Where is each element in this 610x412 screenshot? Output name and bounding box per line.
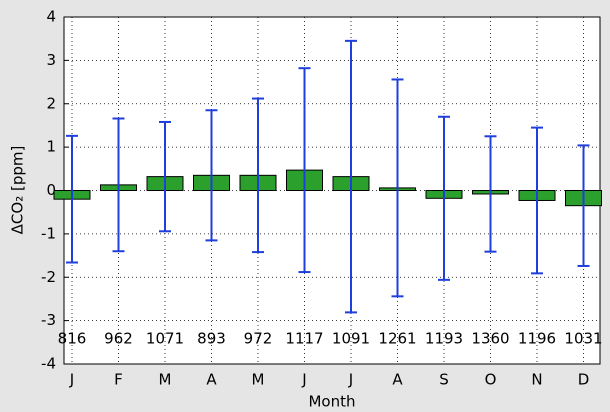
error-bar — [577, 144, 590, 267]
error-bar — [159, 120, 171, 233]
y-tick-label: 3 — [46, 51, 56, 69]
y-tick-label: 0 — [46, 181, 56, 199]
error-bar — [252, 97, 264, 254]
count-annotation: 1117 — [285, 329, 323, 347]
count-annotation: 816 — [58, 329, 87, 347]
count-annotation: 962 — [104, 329, 133, 347]
error-bar — [205, 109, 218, 242]
count-annotation: 1031 — [564, 329, 602, 347]
y-tick-label: -3 — [41, 311, 56, 329]
x-tick-label: M — [252, 371, 265, 389]
count-annotation: 893 — [197, 329, 226, 347]
y-tick-label: 4 — [46, 8, 56, 26]
y-tick-label: -4 — [41, 355, 56, 373]
y-tick-label: 2 — [46, 94, 56, 112]
error-bar — [66, 134, 78, 264]
count-annotation: 1360 — [471, 329, 509, 347]
count-annotation: 1193 — [425, 329, 463, 347]
error-bar — [112, 117, 125, 253]
error-bar — [298, 67, 311, 274]
error-bar — [438, 115, 450, 281]
count-annotation: 1071 — [146, 329, 184, 347]
x-tick-label: O — [485, 371, 497, 389]
y-axis-label: ΔCO₂ [ppm] — [9, 146, 27, 235]
x-tick-label: N — [531, 371, 542, 389]
x-tick-label: J — [348, 371, 353, 389]
y-tick-label: -1 — [41, 224, 56, 242]
count-annotation: 1196 — [518, 329, 556, 347]
y-tick-label: -2 — [41, 268, 56, 286]
x-tick-label: J — [301, 371, 306, 389]
error-bar — [345, 39, 357, 314]
error-bar — [391, 78, 404, 298]
y-tick-label: 1 — [46, 138, 56, 156]
count-annotation: 1091 — [332, 329, 370, 347]
x-tick-label: A — [206, 371, 217, 389]
error-bar — [484, 135, 497, 253]
x-tick-label: J — [69, 371, 74, 389]
x-tick-label: A — [392, 371, 403, 389]
x-tick-label: D — [578, 371, 590, 389]
count-annotation: 1261 — [378, 329, 416, 347]
x-tick-label: M — [159, 371, 172, 389]
x-tick-label: F — [114, 371, 123, 389]
count-annotation: 972 — [244, 329, 273, 347]
x-axis-label: Month — [308, 393, 355, 411]
error-bar — [531, 126, 543, 275]
x-tick-label: S — [439, 371, 449, 389]
